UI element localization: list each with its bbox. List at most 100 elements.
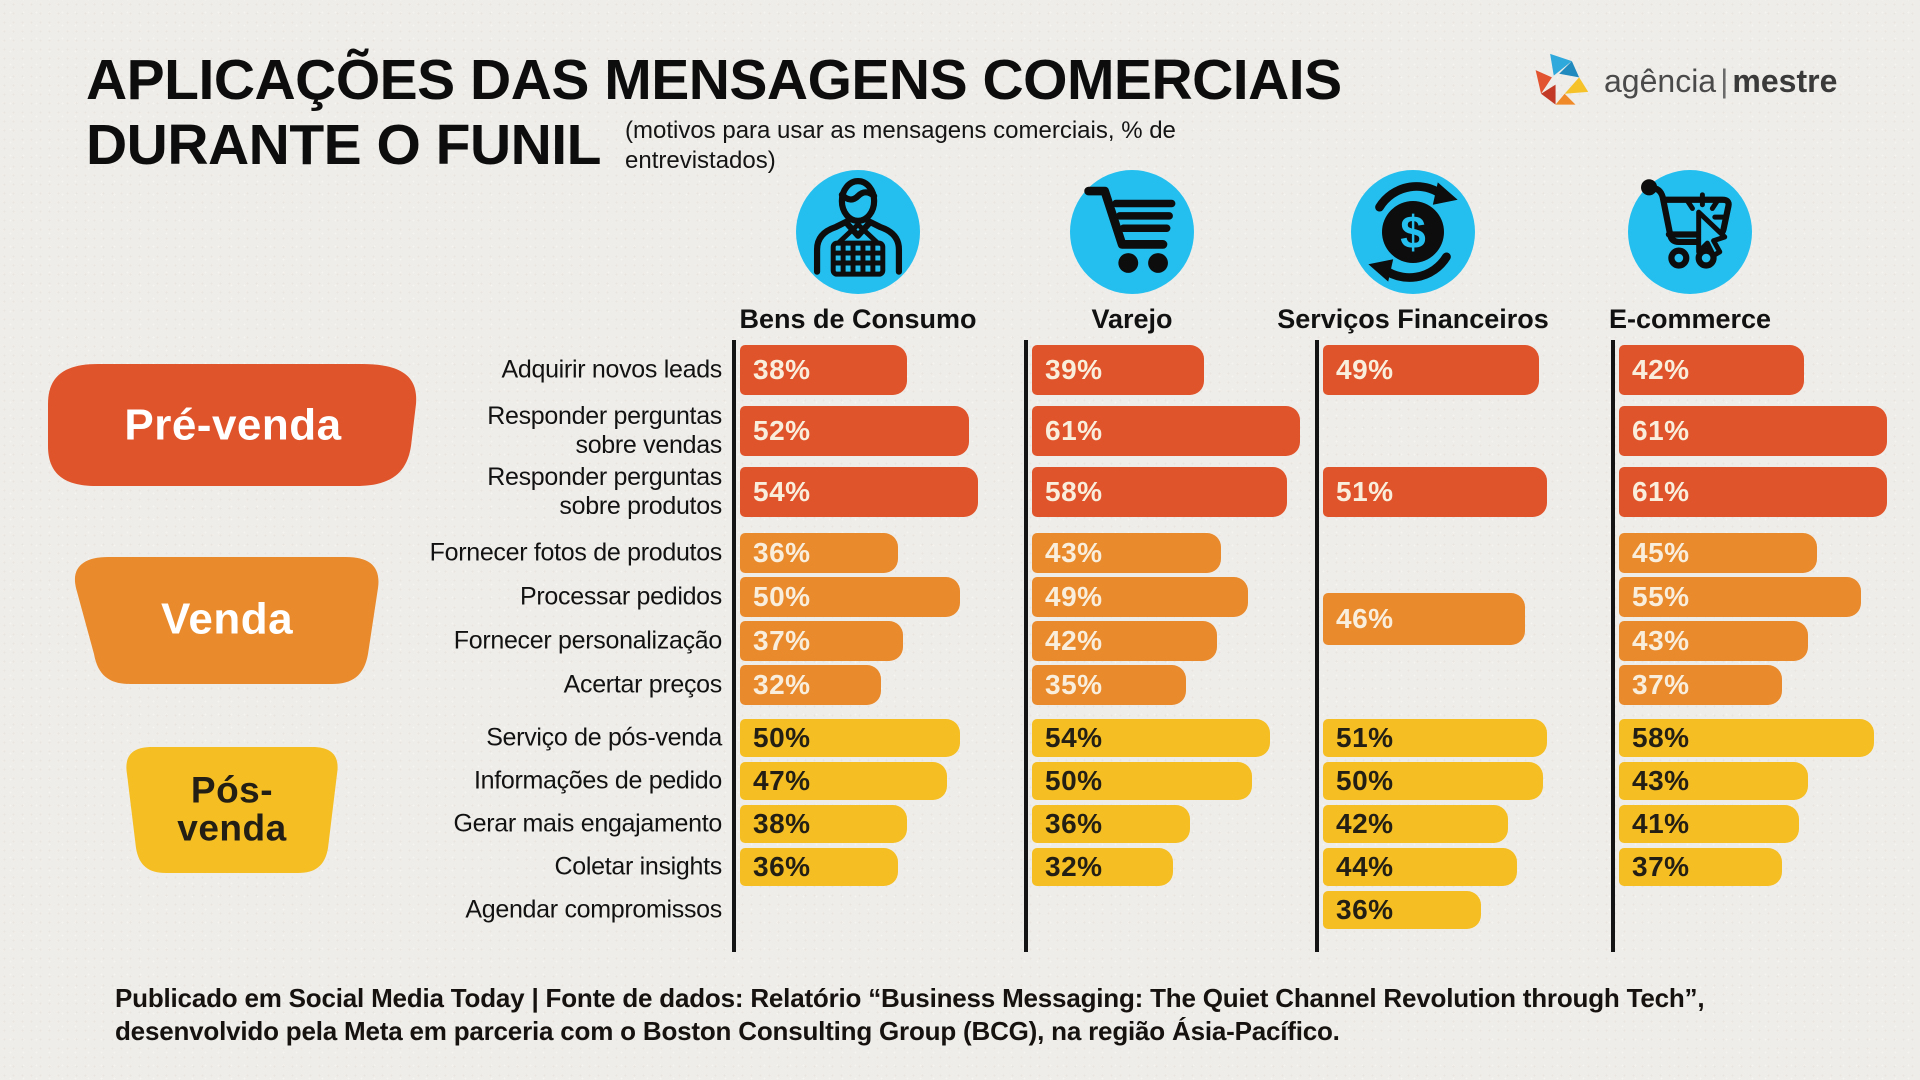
bar-value-label: 44% <box>1336 851 1394 882</box>
bar-value-label: 58% <box>1632 722 1690 753</box>
bar-r6-c2: 42% <box>1032 621 1217 661</box>
bar-value-label: 37% <box>1632 851 1690 882</box>
bar-r9-c2: 50% <box>1032 762 1252 800</box>
source-note: Publicado em Social Media Today | Fonte … <box>115 982 1705 1048</box>
bar-r11-c2: 32% <box>1032 848 1173 886</box>
bar-value-label: 49% <box>1336 354 1394 385</box>
bar-value-label: 50% <box>753 581 811 612</box>
brand-name-bold: mestre <box>1732 62 1838 99</box>
row-label: Informações de pedido <box>473 766 722 795</box>
bar-value-label: 46% <box>1336 603 1394 634</box>
bar-value-label: 38% <box>753 808 811 839</box>
bar-value-label: 61% <box>1632 476 1690 507</box>
column-axis <box>1315 340 1319 952</box>
bar-r2-c4: 61% <box>1619 406 1888 456</box>
row-label: Serviço de pós-venda <box>486 723 722 752</box>
bar-r3-c4: 61% <box>1619 467 1888 517</box>
bar-value-label: 43% <box>1632 625 1690 656</box>
bar-r8-c4: 58% <box>1619 719 1875 757</box>
column-label: Bens de Consumo <box>739 304 977 334</box>
bar-value-label: 36% <box>1336 894 1394 925</box>
row-label: Processar pedidos <box>520 582 722 611</box>
bar-r10-c1: 38% <box>740 805 908 843</box>
bar-value-label: 32% <box>1045 851 1103 882</box>
bar-r8-c2: 54% <box>1032 719 1270 757</box>
bar-value-label: 54% <box>1045 722 1103 753</box>
column-axis <box>732 340 736 952</box>
column-header: $ Serviços Financeiros <box>1263 170 1563 335</box>
bar-value-label: 32% <box>753 669 811 700</box>
bar-value-label: 50% <box>753 722 811 753</box>
bar-r4-c2: 43% <box>1032 533 1222 573</box>
bar-r9-c1: 47% <box>740 762 947 800</box>
row-label: Gerar mais engajamento <box>453 809 722 838</box>
bar-r3-c2: 58% <box>1032 467 1288 517</box>
bar-value-label: 54% <box>753 476 811 507</box>
bar-r1-c4: 42% <box>1619 345 1804 395</box>
bar-r10-c2: 36% <box>1032 805 1191 843</box>
bar-extra-c3: 46% <box>1323 593 1526 645</box>
bar-r12-c3: 36% <box>1323 891 1482 929</box>
bar-r1-c1: 38% <box>740 345 908 395</box>
funnel-stage-label-pos: Pós-venda <box>177 769 287 848</box>
row-label: Coletar insights <box>554 852 722 881</box>
bar-r10-c3: 42% <box>1323 805 1508 843</box>
bar-value-label: 52% <box>753 415 811 446</box>
bar-r11-c4: 37% <box>1619 848 1782 886</box>
bar-r5-c1: 50% <box>740 577 960 617</box>
bar-value-label: 36% <box>753 851 811 882</box>
bar-value-label: 51% <box>1336 722 1394 753</box>
shopping-cart-icon <box>1070 170 1194 294</box>
column-header: Bens de Consumo <box>708 170 1008 335</box>
row-label: Adquirir novos leads <box>501 355 722 384</box>
row-label: Fornecer personalização <box>453 626 723 655</box>
column-label: Serviços Financeiros <box>1277 304 1549 334</box>
bar-value-label: 49% <box>1045 581 1103 612</box>
bar-r7-c4: 37% <box>1619 665 1782 705</box>
bar-r10-c4: 41% <box>1619 805 1800 843</box>
bar-r6-c1: 37% <box>740 621 903 661</box>
bar-value-label: 51% <box>1336 476 1394 507</box>
page-title-line1: APLICAÇÕES DAS MENSAGENS COMERCIAIS <box>86 48 1342 112</box>
funnel-stage-label-pre: Pré-venda <box>124 400 342 450</box>
bar-value-label: 42% <box>1045 625 1103 656</box>
bar-r11-c1: 36% <box>740 848 899 886</box>
bar-value-label: 50% <box>1045 765 1103 796</box>
bar-value-label: 61% <box>1632 415 1690 446</box>
bar-value-label: 41% <box>1632 808 1690 839</box>
bar-r9-c4: 43% <box>1619 762 1809 800</box>
brand-name: agência | mestre <box>1604 63 1837 100</box>
row-label: Fornecer fotos de produtos <box>429 538 723 567</box>
bar-value-label: 39% <box>1045 354 1103 385</box>
bar-value-label: 45% <box>1632 537 1690 568</box>
bar-value-label: 35% <box>1045 669 1103 700</box>
bar-r1-c3: 49% <box>1323 345 1539 395</box>
source-note-line1: Publicado em Social Media Today | Fonte … <box>115 983 1705 1013</box>
row-label: Responder perguntas sobre produtos <box>487 463 722 520</box>
bar-value-label: 43% <box>1632 765 1690 796</box>
bar-value-label: 43% <box>1045 537 1103 568</box>
column-axis <box>1611 340 1615 952</box>
cart-click-icon <box>1628 170 1752 294</box>
bar-value-label: 58% <box>1045 476 1103 507</box>
brand-logo: agência | mestre <box>1532 52 1837 110</box>
bar-value-label: 55% <box>1632 581 1690 612</box>
bar-value-label: 61% <box>1045 415 1103 446</box>
bar-r8-c1: 50% <box>740 719 960 757</box>
bar-value-label: 42% <box>1336 808 1394 839</box>
bar-r3-c3: 51% <box>1323 467 1548 517</box>
column-header: Varejo <box>982 170 1282 335</box>
row-label: Responder perguntas sobre vendas <box>487 402 722 459</box>
svg-text:$: $ <box>1400 206 1426 258</box>
bar-value-label: 42% <box>1632 354 1690 385</box>
bar-r3-c1: 54% <box>740 467 978 517</box>
bar-r2-c2: 61% <box>1032 406 1301 456</box>
row-label: Agendar compromissos <box>465 895 722 924</box>
bar-r6-c4: 43% <box>1619 621 1809 661</box>
pinwheel-logo-icon <box>1535 53 1589 105</box>
brand-name-separator: | <box>1720 62 1729 99</box>
bar-r5-c2: 49% <box>1032 577 1248 617</box>
bar-r11-c3: 44% <box>1323 848 1517 886</box>
bar-r5-c4: 55% <box>1619 577 1861 617</box>
